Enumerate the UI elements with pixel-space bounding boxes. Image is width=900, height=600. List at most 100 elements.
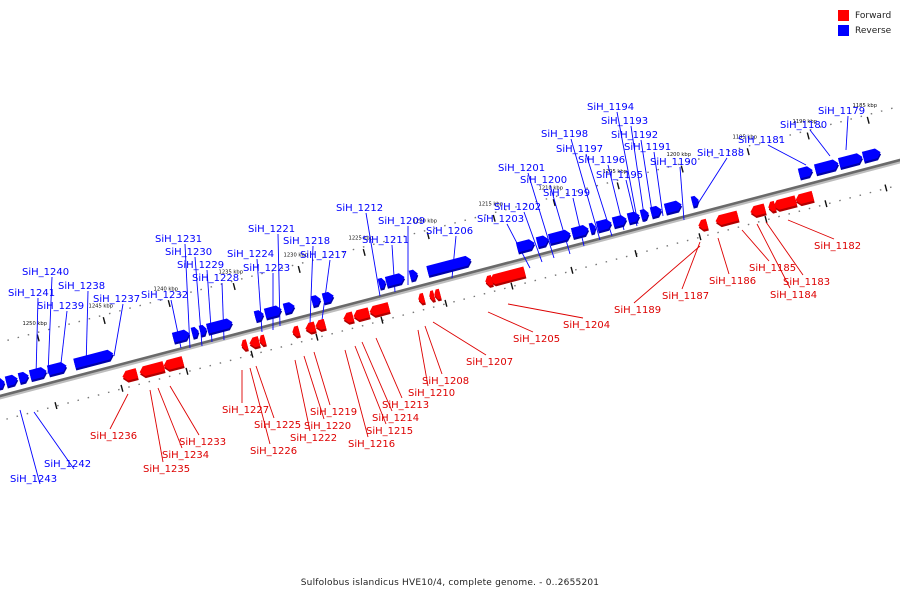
gene-label: SiH_1197 [556,144,603,155]
leader-line [572,197,585,247]
scale-tick [36,334,40,342]
gene-label: SiH_1184 [770,290,817,301]
gene-label: SiH_1189 [614,305,661,316]
leader-line [756,223,791,289]
scale-tick [746,148,750,156]
gene-label: SiH_1179 [818,106,865,117]
arrow-body [535,235,549,248]
arrow-body [698,218,709,230]
reverse-swatch [838,25,849,36]
scale-tick [492,214,496,222]
gene-label: SiH_1232 [141,290,188,301]
scale-tick-label: 1250 kbp [23,321,48,327]
arrow-body [663,200,682,214]
gene-label: SiH_1219 [310,407,357,418]
gene-label: SiH_1235 [143,464,190,475]
scale-tick-label: 1235 kbp [219,269,244,275]
arrow-body [263,305,282,319]
scale-tick [806,132,810,140]
arrow-body [353,307,371,320]
scale-tick [315,333,319,341]
forward-gene-arrow [434,288,442,302]
scale-tick [102,317,106,325]
arrow-body [343,311,355,323]
arrow-body [611,215,627,228]
forward-swatch [838,10,849,21]
scale-tick [680,165,684,173]
scale-tick [167,299,171,308]
gene-arrows [0,148,882,391]
gene-label: SiH_1188 [697,148,744,159]
backbone-shadow [0,160,900,400]
forward-gene-arrow [259,334,267,348]
gene-label: SiH_1204 [563,320,610,331]
scale-tick [426,232,430,240]
forward-gene-arrow [353,307,371,323]
reverse-gene-arrow [595,219,613,234]
arrow-body [163,356,185,370]
leader-line [640,139,654,219]
gene-label: SiH_1234 [162,450,209,461]
gene-label: SiH_1222 [290,433,337,444]
genome-caption: Sulfolobus islandicus HVE10/4, complete … [300,578,600,588]
leader-line [417,329,429,387]
arrow-body [489,266,526,285]
scale-tick-label: 1240 kbp [154,286,179,292]
reverse-gene-arrow [205,318,233,336]
leader-line [523,211,543,263]
reverse-gene-arrow [282,302,296,316]
forward-gene-arrow [698,218,709,232]
reverse-gene-arrow [426,255,472,278]
leader-line [507,303,584,319]
forward-gene-arrow [249,336,261,350]
gene-label: SiH_1220 [304,421,351,432]
gene-label: SiH_1213 [382,400,429,411]
forward-gene-arrow [292,325,301,339]
reverse-gene-arrow [547,229,572,247]
scale-tick [380,316,384,324]
arrow-body [17,371,29,383]
scale-tick-label: 1220 kbp [413,219,438,225]
arrow-body [28,367,47,381]
gene-labels: SiH_1179 SiH_1180 SiH_1181 SiH_1188SiH_1190… [8,102,865,485]
scale-tick-label: 1190 kbp [793,119,818,125]
forward-gene-arrow [241,339,249,352]
leader-line [344,349,369,438]
arrow-body [418,292,426,304]
leader-line [361,341,393,412]
arrow-body [0,377,5,389]
scale-tick [866,116,870,124]
arrow-body [626,211,640,224]
gene-label: SiH_1210 [408,388,455,399]
gene-label: SiH_1183 [783,277,830,288]
legend: Forward Reverse [838,8,900,38]
arrow-body [813,159,839,175]
reverse-gene-arrow [4,374,19,389]
gene-label: SiH_1241 [8,288,55,299]
gene-label: SiH_1225 [254,420,301,431]
leader-line [375,337,403,399]
label-leader-lines [19,111,849,485]
gene-label: SiH_1216 [348,439,395,450]
scale-tick [884,184,888,192]
arrow-body [315,318,327,330]
forward-gene-arrow [369,302,391,318]
reverse-gene-arrow [690,195,700,209]
scale-tick [444,299,448,307]
forward-gene-arrow [343,311,355,325]
arrow-body [595,219,612,232]
forward-gene-arrow [773,195,798,212]
scale-tick [764,215,768,224]
arrow-body [384,273,405,287]
forward-gene-arrow [485,275,494,288]
leader-line [527,172,555,259]
reverse-gene-arrow [321,291,335,306]
scale-tick [362,248,366,256]
gene-label: SiH_1208 [422,376,469,387]
gene-label: SiH_1242 [44,459,91,470]
leader-line [765,221,804,276]
reverse-gene-arrow [535,235,550,250]
forward-gene-arrow [750,203,767,218]
reverse-gene-arrow [384,273,406,289]
